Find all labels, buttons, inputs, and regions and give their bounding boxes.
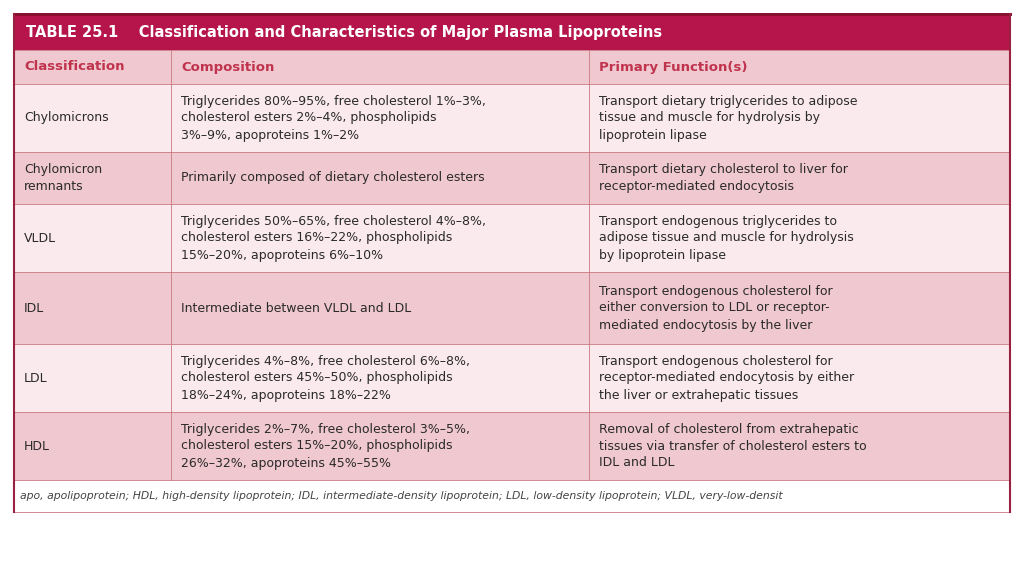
Bar <box>14 344 1010 412</box>
Bar <box>14 204 1010 272</box>
Text: Triglycerides 80%–95%, free cholesterol 1%–3%,
cholesterol esters 2%–4%, phospho: Triglycerides 80%–95%, free cholesterol … <box>181 94 485 142</box>
Text: Classification: Classification <box>24 60 125 74</box>
Text: Chylomicron
remnants: Chylomicron remnants <box>24 163 102 193</box>
Text: Transport dietary cholesterol to liver for
receptor-mediated endocytosis: Transport dietary cholesterol to liver f… <box>599 163 848 193</box>
Text: Triglycerides 4%–8%, free cholesterol 6%–8%,
cholesterol esters 45%–50%, phospho: Triglycerides 4%–8%, free cholesterol 6%… <box>181 354 470 401</box>
Bar <box>14 50 1010 84</box>
Text: Transport endogenous cholesterol for
either conversion to LDL or receptor-
media: Transport endogenous cholesterol for eit… <box>599 285 833 332</box>
Text: Primarily composed of dietary cholesterol esters: Primarily composed of dietary cholestero… <box>181 172 484 184</box>
Text: Transport endogenous triglycerides to
adipose tissue and muscle for hydrolysis
b: Transport endogenous triglycerides to ad… <box>599 214 854 262</box>
Text: TABLE 25.1    Classification and Characteristics of Major Plasma Lipoproteins: TABLE 25.1 Classification and Characteri… <box>26 25 663 40</box>
Text: Triglycerides 2%–7%, free cholesterol 3%–5%,
cholesterol esters 15%–20%, phospho: Triglycerides 2%–7%, free cholesterol 3%… <box>181 423 470 469</box>
Text: HDL: HDL <box>24 439 50 453</box>
Text: IDL: IDL <box>24 301 44 314</box>
Text: Composition: Composition <box>181 60 274 74</box>
Bar <box>14 480 1010 512</box>
Bar <box>14 14 1010 50</box>
Bar <box>14 152 1010 204</box>
Text: VLDL: VLDL <box>24 232 56 244</box>
Text: Transport endogenous cholesterol for
receptor-mediated endocytosis by either
the: Transport endogenous cholesterol for rec… <box>599 354 854 401</box>
Text: Triglycerides 50%–65%, free cholesterol 4%–8%,
cholesterol esters 16%–22%, phosp: Triglycerides 50%–65%, free cholesterol … <box>181 214 486 262</box>
Text: Primary Function(s): Primary Function(s) <box>599 60 748 74</box>
Text: Chylomicrons: Chylomicrons <box>24 112 109 124</box>
Text: Transport dietary triglycerides to adipose
tissue and muscle for hydrolysis by
l: Transport dietary triglycerides to adipo… <box>599 94 857 142</box>
Text: LDL: LDL <box>24 372 48 385</box>
Bar <box>14 412 1010 480</box>
Text: apo, apolipoprotein; HDL, high-density lipoprotein; IDL, intermediate-density li: apo, apolipoprotein; HDL, high-density l… <box>20 491 782 501</box>
Text: Intermediate between VLDL and LDL: Intermediate between VLDL and LDL <box>181 301 412 314</box>
Text: Removal of cholesterol from extrahepatic
tissues via transfer of cholesterol est: Removal of cholesterol from extrahepatic… <box>599 423 866 469</box>
Bar <box>14 84 1010 152</box>
Bar <box>14 272 1010 344</box>
